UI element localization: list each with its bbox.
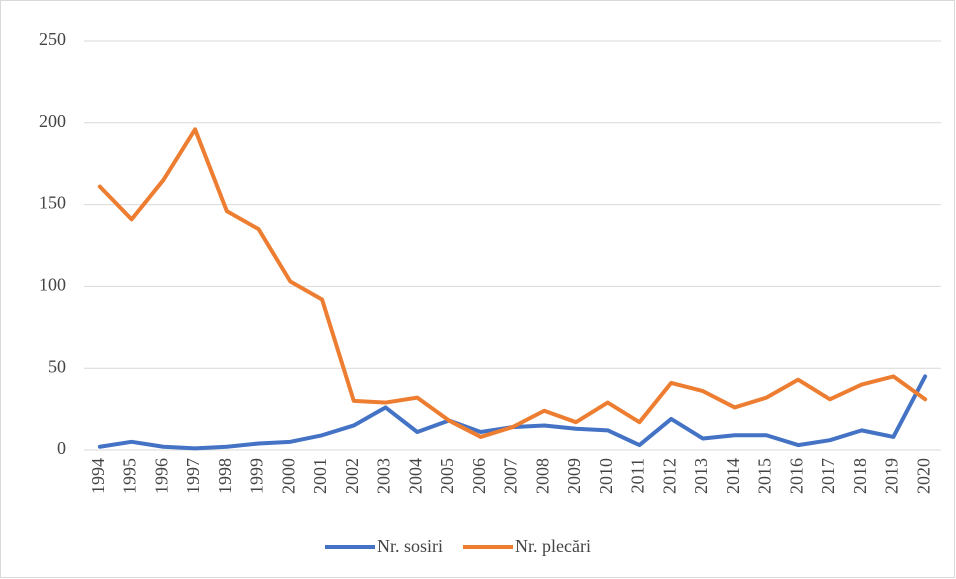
x-tick-label: 1996 — [151, 458, 171, 494]
y-tick-label: 200 — [39, 111, 66, 131]
x-tick-label: 2020 — [913, 458, 933, 494]
x-tick-label: 2003 — [374, 458, 394, 494]
x-tick-label: 2002 — [342, 458, 362, 494]
x-tick-label: 2011 — [628, 458, 648, 493]
x-tick-label: 2012 — [659, 458, 679, 494]
x-tick-label: 2001 — [310, 458, 330, 494]
legend-label: Nr. plecări — [515, 536, 591, 556]
x-tick-label: 1999 — [247, 458, 267, 494]
x-tick-label: 2016 — [786, 458, 806, 494]
x-tick-label: 2008 — [532, 458, 552, 494]
x-tick-label: 2009 — [564, 458, 584, 494]
x-tick-label: 2004 — [405, 458, 425, 494]
x-tick-label: 2015 — [755, 458, 775, 494]
y-tick-label: 150 — [39, 193, 66, 213]
series-line — [97, 127, 928, 439]
x-tick-label: 2017 — [818, 458, 838, 494]
x-tick-label: 2010 — [596, 458, 616, 494]
y-tick-label: 50 — [48, 356, 66, 376]
x-tick-label: 1994 — [88, 458, 108, 494]
y-tick-label: 0 — [57, 438, 66, 458]
y-tick-label: 250 — [39, 29, 66, 49]
x-tick-label: 2000 — [278, 458, 298, 494]
x-tick-label: 1998 — [215, 458, 235, 494]
x-tick-label: 1997 — [183, 458, 203, 494]
x-tick-label: 2018 — [850, 458, 870, 494]
legend-label: Nr. sosiri — [377, 536, 443, 556]
x-tick-label: 1995 — [120, 458, 140, 494]
x-tick-label: 2014 — [723, 458, 743, 494]
x-tick-label: 2013 — [691, 458, 711, 494]
x-tick-label: 2007 — [501, 458, 521, 494]
x-tick-label: 2019 — [882, 458, 902, 494]
y-tick-label: 100 — [39, 275, 66, 295]
x-tick-label: 2006 — [469, 458, 489, 494]
x-tick-label: 2005 — [437, 458, 457, 494]
